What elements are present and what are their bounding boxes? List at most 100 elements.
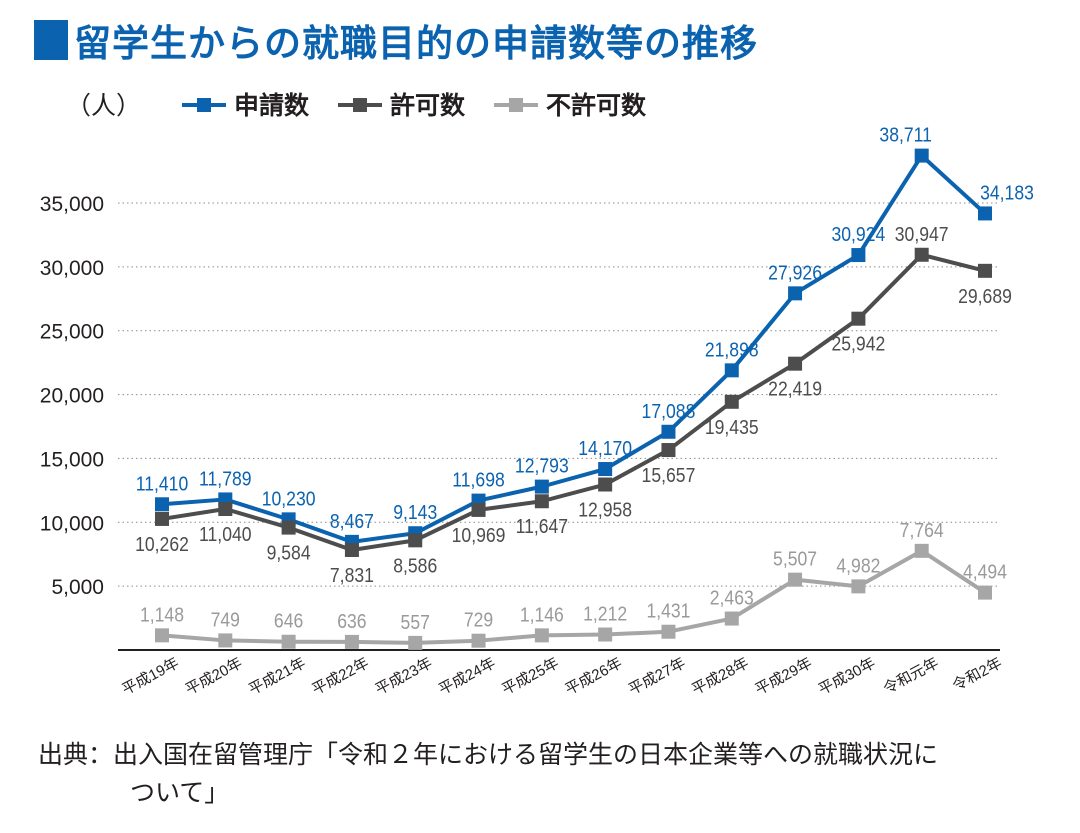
series-3-data-label: 557 [401, 611, 430, 633]
series-3-point [344, 634, 359, 649]
x-tick-label: 平成20年 [183, 655, 245, 699]
series-1-point [851, 248, 866, 263]
y-tick-label: 30,000 [40, 257, 104, 280]
series-1-data-label: 30,924 [831, 223, 885, 245]
y-tick-label: 10,000 [40, 512, 104, 535]
series-3-data-label: 5,507 [773, 548, 817, 570]
series-3-point [155, 628, 169, 643]
x-tick-label: 平成21年 [246, 655, 308, 699]
series-line-1 [161, 153, 987, 544]
chart-title: 留学生からの就職目的の申請数等の推移 [34, 14, 758, 66]
series-line-2 [161, 252, 986, 552]
series-2-point [155, 511, 169, 526]
series-1-data-label: 34,183 [980, 181, 1034, 203]
series-3-data-label: 1,431 [646, 600, 690, 622]
series-2-data-label: 10,262 [135, 533, 189, 555]
series-1-point [155, 497, 169, 512]
series-2-point [598, 477, 613, 492]
series-1-data-label: 38,711 [879, 124, 932, 146]
series-1-data-label: 21,898 [705, 338, 759, 360]
series-line-3 [161, 548, 987, 645]
legend-label-2: 許可数 [390, 91, 466, 120]
series-1-point [914, 148, 929, 163]
series-1-data-label: 17,088 [642, 400, 696, 422]
source-note-line1: 出典：出入国在留管理庁「令和２年における留学生の日本企業等への就職状況に [38, 740, 939, 769]
series-2-data-label: 22,419 [768, 378, 822, 400]
series-2-point [724, 394, 739, 409]
x-tick-label: 平成22年 [309, 655, 371, 699]
series-1-data-label: 11,789 [199, 467, 252, 489]
series-3-data-label: 1,146 [520, 603, 564, 625]
title-text: 留学生からの就職目的の申請数等の推移 [74, 22, 758, 65]
series-1-point [534, 479, 549, 494]
series-2-point [471, 502, 486, 517]
y-tick-label: 35,000 [40, 193, 104, 216]
x-tick-label: 令和元年 [881, 655, 942, 698]
series-3-point [978, 585, 992, 600]
legend-marker-3 [509, 98, 523, 112]
series-3-point [218, 633, 233, 648]
x-tick-label: 平成19年 [119, 655, 181, 699]
series-1-point [598, 462, 613, 477]
series-2-data-label: 30,947 [895, 223, 949, 245]
series-1-point [661, 424, 676, 439]
x-tick-label: 平成29年 [753, 655, 815, 699]
x-tick-label: 平成25年 [499, 655, 561, 699]
series-2-data-label: 8,586 [393, 554, 437, 576]
series-3-data-label: 4,982 [836, 554, 880, 576]
legend-label-3: 不許可数 [546, 91, 647, 120]
series-1-data-label: 27,926 [768, 261, 822, 283]
series-1-point [978, 206, 992, 221]
series-1-data-label: 11,698 [452, 469, 505, 491]
series-2-point [661, 443, 676, 458]
x-tick-label: 平成28年 [689, 655, 751, 699]
series-2-point [851, 311, 866, 326]
series-3-point [281, 634, 296, 649]
series-2-point [914, 247, 929, 262]
series-2-data-label: 10,969 [452, 524, 506, 546]
series-2-point [408, 533, 423, 548]
series-2-point [218, 502, 233, 517]
x-tick-label: 平成27年 [626, 655, 688, 699]
series-3-data-label: 2,463 [710, 586, 754, 608]
series-3-point [471, 633, 486, 648]
legend-marker-2 [353, 98, 367, 112]
series-2-point [978, 263, 992, 278]
series-3-point [408, 635, 423, 650]
x-tick-label: 令和2年 [950, 655, 1005, 695]
series-3-data-label: 636 [337, 610, 366, 632]
series-1-data-label: 14,170 [578, 437, 632, 459]
series-3-data-label: 1,148 [140, 603, 184, 625]
source-note-line2: ついて」 [130, 778, 230, 807]
series-1-data-label: 9,143 [393, 501, 437, 523]
series-3-point [914, 543, 929, 558]
y-unit-label: （人） [66, 92, 141, 120]
series-2-point [281, 520, 296, 535]
source-note: 出典：出入国在留管理庁「令和２年における留学生の日本企業等への就職状況に ついて… [38, 736, 938, 812]
series-1-point [788, 286, 803, 301]
series-2-data-label: 11,040 [199, 523, 252, 545]
series-2-data-label: 9,584 [267, 542, 311, 564]
series-2-data-label: 11,647 [516, 515, 569, 537]
series-1-point [724, 363, 739, 378]
series-2-data-label: 12,958 [578, 498, 632, 520]
y-tick-label: 15,000 [40, 448, 104, 471]
series-2-data-label: 19,435 [705, 416, 759, 438]
series-3-point [788, 572, 803, 587]
y-tick-label: 5,000 [51, 576, 104, 599]
series-3-point [661, 624, 676, 639]
series-2-point [788, 356, 803, 371]
series-3-data-label: 729 [464, 609, 493, 631]
series-1-data-label: 11,410 [136, 472, 189, 494]
series-2-point [534, 494, 549, 509]
series-2-data-label: 29,689 [958, 285, 1012, 307]
series-3-data-label: 646 [274, 610, 303, 632]
y-tick-label: 25,000 [40, 321, 104, 344]
series-2-data-label: 25,942 [831, 333, 885, 355]
series-2-point [344, 542, 359, 557]
series-1-data-label: 12,793 [515, 455, 569, 477]
series-1-data-label: 8,467 [330, 510, 374, 532]
series-3-data-label: 7,764 [900, 519, 944, 541]
series-3-point [851, 579, 866, 594]
